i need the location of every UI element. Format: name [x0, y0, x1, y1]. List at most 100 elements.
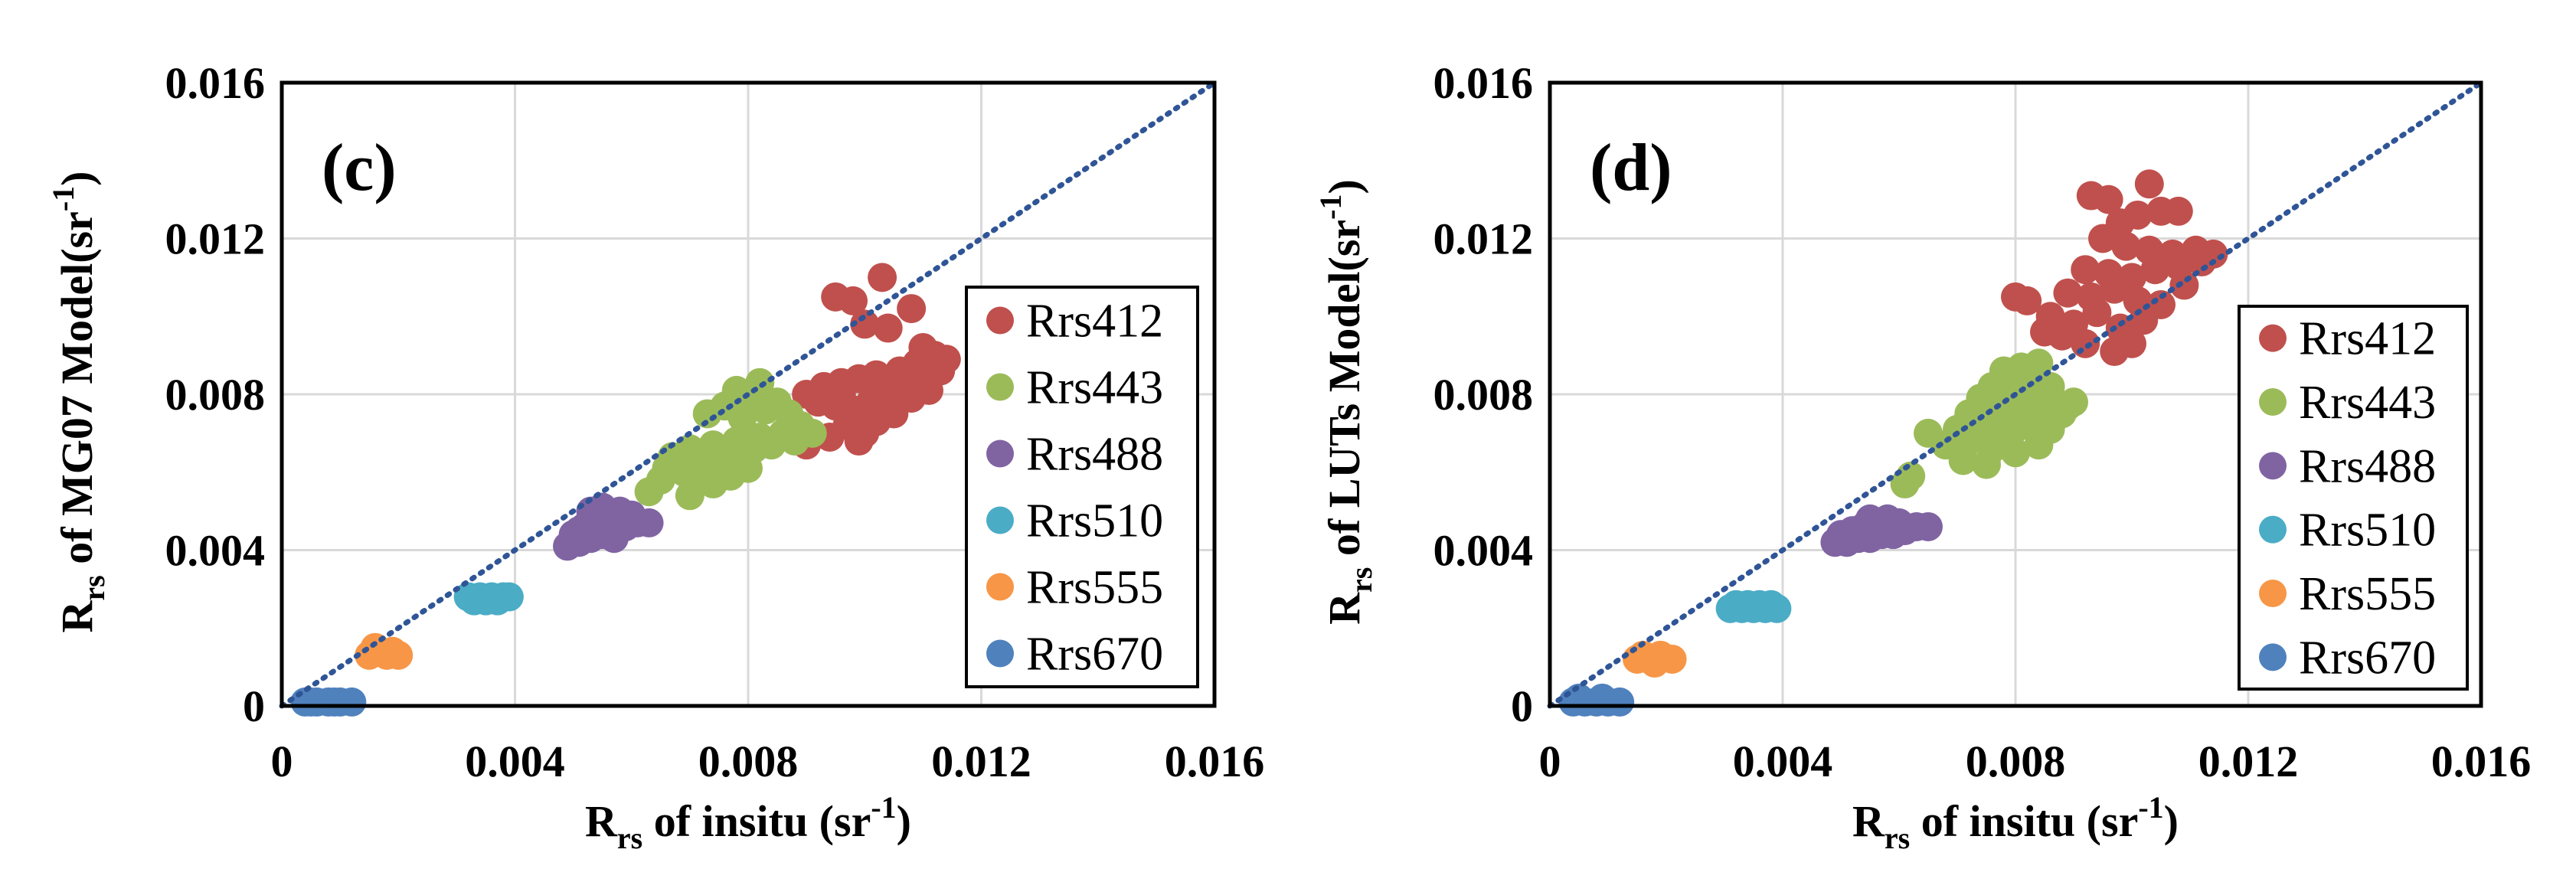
panel-c: 0 0.004 0.008 0.012 0.016 0 0.004 0.008 0.012 0.0…	[46, 58, 1264, 855]
data-point-rrs412	[2094, 185, 2123, 214]
data-point-rrs412	[2140, 255, 2170, 285]
plot-frame	[280, 80, 1217, 708]
y-tick-label: 0.008	[1433, 370, 1534, 420]
data-point-rrs443	[646, 465, 675, 495]
data-point-rrs443	[675, 481, 704, 511]
legend: Rrs412 Rrs443 Rrs488 Rrs510 Rrs555 Rrs670	[965, 286, 1199, 688]
data-point-rrs412	[2169, 270, 2199, 300]
data-point-rrs443	[692, 399, 722, 429]
data-point-rrs488	[599, 524, 629, 554]
legend-marker	[2259, 324, 2287, 352]
data-point-rrs670	[296, 687, 326, 717]
legend-label: Rrs488	[2299, 440, 2436, 492]
data-point-rrs412	[2134, 169, 2164, 199]
data-point-rrs443	[757, 430, 786, 460]
legend-box	[2238, 305, 2469, 691]
y-tick-label: 0.004	[165, 526, 266, 576]
legend-marker	[986, 573, 1014, 601]
legend-label: Rrs412	[2299, 313, 2436, 365]
x-tick-label: 0.012	[931, 737, 1031, 786]
data-point-rrs412	[861, 407, 891, 436]
one-to-one-line	[1547, 80, 2484, 709]
panel-label: (d)	[1590, 131, 1672, 205]
series-rrs488	[1820, 504, 1943, 557]
panel-label: (c)	[322, 131, 397, 205]
legend-label: Rrs488	[1026, 429, 1163, 481]
x-tick-label: 0.004	[465, 737, 565, 786]
series-rrs412	[2001, 169, 2228, 367]
x-tick-label: 0.012	[2198, 737, 2299, 786]
data-point-rrs412	[2071, 328, 2100, 358]
data-point-rrs443	[2059, 387, 2088, 417]
x-tick-label: 0.016	[1165, 737, 1265, 786]
data-point-rrs412	[2111, 231, 2141, 261]
data-point-rrs443	[734, 453, 763, 483]
series-rrs510	[1715, 590, 1792, 623]
data-point-rrs412	[844, 426, 874, 456]
data-point-rrs488	[1855, 504, 1885, 534]
legend-label: Rrs412	[1026, 296, 1163, 348]
series-rrs443	[634, 368, 827, 511]
legend-label: Rrs510	[1026, 495, 1163, 547]
data-point-rrs443	[2024, 430, 2054, 460]
data-point-rrs443	[1972, 449, 2001, 479]
y-tick-label: 0	[243, 681, 265, 731]
legend-label: Rrs555	[1026, 562, 1163, 614]
data-point-rrs412	[2030, 317, 2059, 347]
data-point-rrs412	[897, 294, 927, 324]
data-point-rrs412	[2123, 200, 2153, 230]
plot-frame	[1548, 80, 2483, 708]
series-rrs510	[453, 582, 524, 616]
series-rrs412	[786, 263, 961, 460]
data-point-rrs555	[1639, 648, 1669, 678]
legend-label: Rrs670	[1026, 629, 1163, 681]
one-to-one-line	[279, 80, 1218, 709]
x-tick-label: 0.004	[1733, 737, 1833, 786]
data-point-rrs443	[797, 418, 827, 448]
legend-label: Rrs443	[2299, 377, 2436, 429]
series-rrs488	[553, 492, 664, 561]
x-tick-label: 0.016	[2431, 737, 2532, 786]
x-tick-label: 0	[1539, 737, 1561, 786]
data-point-rrs443	[1948, 446, 1978, 475]
data-point-rrs412	[2082, 298, 2112, 328]
y-tick-label: 0.016	[1433, 58, 1534, 108]
legend-marker	[986, 373, 1014, 401]
data-point-rrs412	[850, 309, 880, 339]
x-tick-label: 0.008	[698, 737, 799, 786]
data-point-rrs412	[2117, 328, 2146, 358]
legend: Rrs412 Rrs443 Rrs488 Rrs510 Rrs555 Rrs670	[2238, 305, 2469, 691]
data-point-rrs412	[914, 375, 943, 405]
legend-marker	[986, 506, 1014, 534]
y-axis-title: Rrs of MG07 Model(sr-1)	[46, 171, 111, 632]
data-point-rrs488	[1914, 511, 1943, 541]
data-point-rrs412	[2088, 224, 2117, 253]
data-point-rrs412	[2071, 255, 2100, 285]
x-tick-label: 0.008	[1966, 737, 2066, 786]
data-point-rrs412	[2187, 247, 2217, 277]
data-point-rrs412	[2053, 278, 2083, 308]
y-axis-title: Rrs of LUTs Model(sr-1)	[1313, 179, 1378, 625]
y-tick-label: 0.012	[165, 214, 266, 264]
legend-box	[965, 286, 1199, 688]
data-point-rrs412	[2001, 282, 2030, 312]
data-point-rrs488	[616, 500, 646, 530]
legend-label: Rrs555	[2299, 568, 2436, 620]
data-point-rrs670	[1587, 683, 1617, 713]
data-point-rrs412	[873, 313, 903, 343]
legend-marker	[2259, 388, 2287, 416]
data-point-rrs443	[1890, 469, 1920, 499]
x-axis-title: Rrs of insitu (sr-1)	[1852, 790, 2179, 855]
data-point-rrs412	[868, 263, 897, 292]
data-point-rrs555	[372, 640, 402, 670]
data-point-rrs443	[1914, 418, 1943, 448]
legend-marker	[2259, 452, 2287, 480]
data-point-rrs412	[826, 380, 856, 409]
legend-label: Rrs510	[2299, 505, 2436, 557]
data-point-rrs488	[1885, 508, 1914, 537]
series-rrs670	[1558, 683, 1635, 717]
y-tick-label: 0.008	[165, 370, 266, 420]
data-point-rrs488	[564, 516, 594, 546]
legend-label: Rrs670	[2299, 632, 2436, 684]
legend-marker	[2259, 643, 2287, 671]
